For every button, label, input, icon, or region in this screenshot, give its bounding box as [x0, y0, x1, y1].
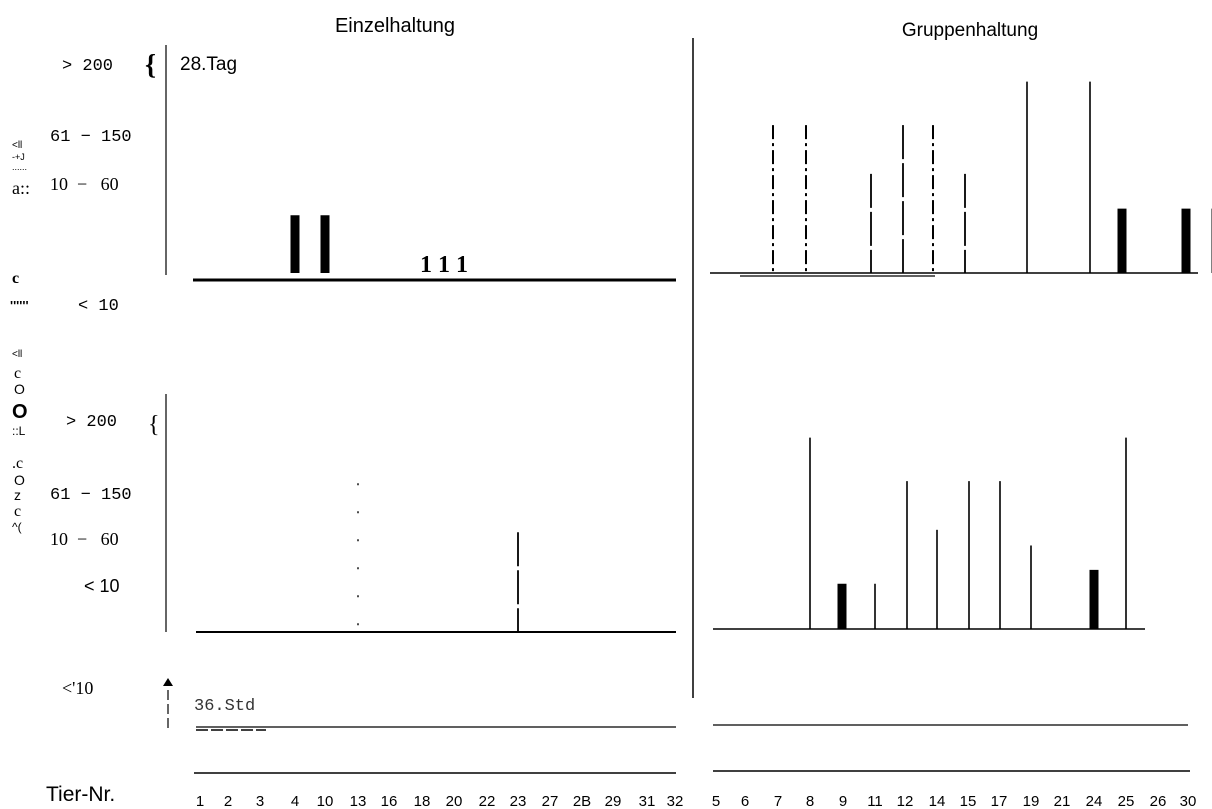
mid-level-lt10: < 10: [84, 576, 120, 596]
x-tick-label: 1: [196, 793, 204, 809]
title-right: Gruppenhaltung: [902, 20, 1038, 41]
top-level-lt10: < 10: [78, 297, 119, 316]
x-tick-label: 18: [414, 793, 431, 809]
x-tick-label: 22: [479, 793, 496, 809]
side-glyph: <ll: [12, 349, 22, 360]
x-tick-label: 21: [1054, 793, 1071, 809]
side-glyph: '''''': [10, 298, 29, 313]
side-glyph: c: [14, 365, 21, 382]
x-tick-label: 19: [1023, 793, 1040, 809]
side-glyph: ^(: [12, 520, 22, 534]
x-tick-label: 31: [639, 793, 656, 809]
x-tick-label: 2B: [573, 793, 591, 809]
side-glyph: -+J: [12, 152, 25, 162]
side-glyph: c: [12, 270, 19, 287]
x-tick-label: 2: [224, 793, 232, 809]
side-glyph: .c: [12, 455, 23, 472]
x-axis-title: Tier-Nr.: [46, 783, 115, 806]
mid-level-200: > 200: [66, 413, 117, 432]
x-tick-label: 10: [317, 793, 334, 809]
x-tick-label: 24: [1086, 793, 1103, 809]
x-tick-label: 26: [1150, 793, 1167, 809]
side-glyph: O: [14, 381, 25, 397]
side-glyph: c: [14, 503, 21, 520]
side-glyph: ......: [12, 162, 27, 172]
side-glyph: <ll: [12, 140, 22, 151]
x-tick-label: 12: [897, 793, 914, 809]
x-tick-label: 27: [542, 793, 559, 809]
x-tick-label: 9: [839, 793, 847, 809]
brace-icon: {: [148, 412, 160, 438]
x-tick-label: 11: [867, 793, 883, 809]
x-tick-label: 5: [712, 793, 720, 809]
side-glyph: ::L: [12, 424, 26, 438]
x-tick-label: 15: [960, 793, 977, 809]
x-tick-label: 25: [1118, 793, 1135, 809]
bottom-level-lt10: <'10: [62, 678, 93, 698]
x-tick-label: 17: [991, 793, 1008, 809]
top-level-61-150: 61 − 150: [50, 128, 132, 147]
top-level-10-60: 10 − 60: [50, 174, 119, 194]
x-tick-label: 14: [929, 793, 946, 809]
day-label: 28.Tag: [180, 54, 237, 75]
side-glyph: O: [12, 401, 28, 423]
side-glyph: a::: [12, 178, 30, 198]
x-tick-label: 23: [510, 793, 527, 809]
x-tick-label: 30: [1180, 793, 1197, 809]
value-labels: 1 1 1: [420, 252, 468, 278]
side-glyph: O: [14, 472, 25, 488]
mid-level-10-60: 10 − 60: [50, 529, 119, 549]
title-left: Einzelhaltung: [335, 15, 455, 37]
hour-label: 36.Std: [194, 697, 255, 716]
x-tick-label: 8: [806, 793, 814, 809]
x-tick-label: 16: [381, 793, 398, 809]
x-tick-label: 32: [667, 793, 684, 809]
x-tick-label: 7: [774, 793, 782, 809]
x-tick-label: 3: [256, 793, 264, 809]
top-level-200: > 200: [62, 57, 113, 76]
mid-level-61-150: 61 − 150: [50, 486, 132, 505]
brace-icon: {: [145, 50, 156, 81]
x-tick-label: 6: [741, 793, 749, 809]
x-tick-label: 13: [350, 793, 367, 809]
tick-layer: 1 2 3 4 10 13 16 18 20 22 23 27 2B 29 31 32 5 6 7 8 9 11 12 14 1…: [196, 793, 1197, 809]
arrow-up-icon: [163, 678, 173, 686]
x-tick-label: 4: [291, 793, 299, 809]
bar-layer: [290, 81, 1212, 632]
side-glyph: z: [14, 487, 21, 503]
x-tick-label: 20: [446, 793, 463, 809]
x-tick-label: 29: [605, 793, 622, 809]
